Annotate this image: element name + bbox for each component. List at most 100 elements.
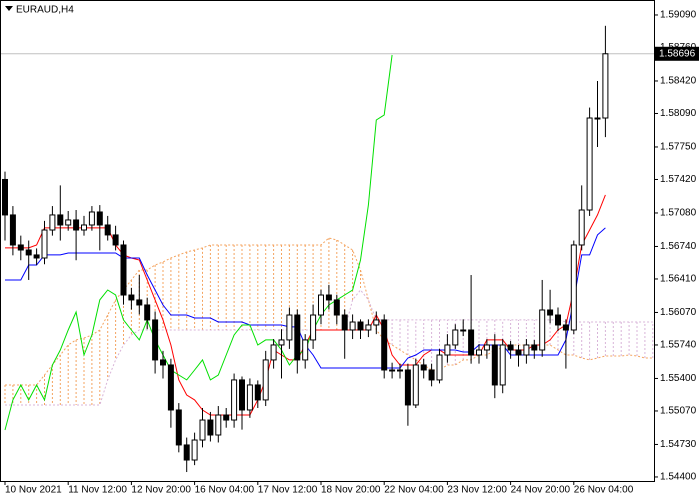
indicator-line — [4, 54, 393, 431]
candle-body — [381, 319, 388, 371]
candle-body — [310, 314, 317, 341]
candle-body — [254, 384, 261, 401]
candle-body — [562, 324, 569, 331]
candle-body — [294, 314, 301, 361]
candle-body — [452, 329, 459, 346]
candle-body — [199, 419, 206, 441]
candle-body — [160, 359, 166, 366]
candle-body — [586, 117, 593, 211]
candle-body — [444, 344, 451, 356]
candle-body — [404, 369, 411, 406]
candle-body — [570, 244, 577, 331]
candle-body — [33, 254, 40, 259]
candle-body — [397, 369, 403, 372]
candle-body — [507, 344, 514, 351]
plot-area — [1, 25, 654, 473]
candle-body — [57, 214, 64, 226]
x-tick-label: 16 Nov 04:00 — [195, 485, 255, 496]
y-tick-label: 1.54730 — [660, 439, 697, 450]
candle-body — [491, 344, 498, 386]
candle-body — [88, 211, 95, 226]
x-tick-label: 11 Nov 12:00 — [68, 485, 127, 496]
candle-body — [17, 244, 24, 251]
candle-body — [428, 369, 435, 381]
y-tick-label: 1.55740 — [660, 340, 697, 351]
candle-body — [120, 244, 127, 296]
y-tick-label: 1.57080 — [660, 208, 697, 219]
candle-body — [373, 319, 380, 326]
candle-body — [333, 299, 340, 316]
candle-body — [136, 299, 143, 306]
candle-body — [468, 329, 475, 356]
candle-body — [476, 349, 482, 356]
candle-body — [578, 209, 585, 246]
candle-body — [420, 364, 427, 371]
candle-body — [357, 321, 364, 331]
x-tick-label: 18 Nov 20:00 — [321, 485, 381, 496]
x-tick-label: 12 Nov 20:00 — [131, 485, 191, 496]
candle-body — [286, 314, 293, 341]
candle-body — [239, 379, 245, 411]
candle-body — [547, 309, 554, 316]
y-tick-label: 1.55400 — [660, 373, 697, 384]
candle-body — [389, 369, 396, 372]
y-tick-label: 1.59090 — [660, 10, 697, 21]
chart-title: EURAUD,H4 — [16, 5, 74, 16]
candle-body — [302, 339, 309, 361]
x-tick-label: 23 Nov 12:00 — [447, 485, 507, 496]
candle-body — [215, 414, 222, 436]
candle-body — [2, 178, 8, 216]
candle-body — [49, 214, 56, 231]
candle-body — [365, 324, 372, 331]
candle-body — [262, 359, 269, 401]
candle-body — [65, 219, 72, 226]
candle-body — [104, 224, 111, 236]
y-tick-label: 1.57750 — [660, 142, 697, 153]
candle-body — [9, 214, 16, 246]
y-tick-label: 1.56410 — [660, 274, 697, 285]
candle-body — [231, 379, 238, 421]
candle-body — [41, 229, 48, 259]
candle-body — [515, 349, 522, 356]
x-tick-label: 24 Nov 20:00 — [511, 485, 571, 496]
candle-body — [483, 344, 490, 351]
candle-body — [341, 314, 348, 331]
candle-body — [73, 219, 80, 231]
candle-body — [412, 364, 419, 406]
plot-frame — [0, 0, 655, 482]
candle-body — [81, 224, 87, 231]
candle-body — [531, 344, 538, 351]
candle-body — [594, 117, 601, 120]
candle-body — [223, 414, 230, 421]
candle-body — [191, 439, 198, 461]
x-tick-label: 22 Nov 04:00 — [384, 485, 444, 496]
y-tick-label: 1.55070 — [660, 406, 697, 417]
candle-body — [325, 294, 332, 301]
candle-body — [460, 329, 467, 332]
bid-label-box — [655, 46, 699, 61]
axes: 1.590901.587601.584201.580901.577501.574… — [4, 10, 699, 496]
y-tick-label: 1.56740 — [660, 241, 697, 252]
candle-body — [349, 321, 356, 331]
candle-body — [539, 309, 546, 351]
candle-body — [167, 364, 174, 411]
y-tick-label: 1.58090 — [660, 108, 697, 119]
x-tick-label: 17 Nov 12:00 — [258, 485, 318, 496]
candle-body — [25, 249, 32, 256]
bid-label: 1.58696 — [659, 48, 696, 59]
candle-body — [602, 53, 609, 119]
y-tick-label: 1.56070 — [660, 307, 697, 318]
x-tick-label: 26 Nov 04:00 — [574, 485, 634, 496]
candle-body — [246, 384, 253, 411]
candle-body — [96, 211, 103, 226]
symbol-menu-icon[interactable] — [5, 6, 13, 11]
candle-body — [499, 344, 506, 386]
candle-body — [523, 344, 530, 356]
candle-body — [318, 294, 324, 316]
candle-body — [207, 419, 214, 436]
candle-body — [270, 344, 277, 361]
y-tick-label: 1.58420 — [660, 76, 697, 87]
